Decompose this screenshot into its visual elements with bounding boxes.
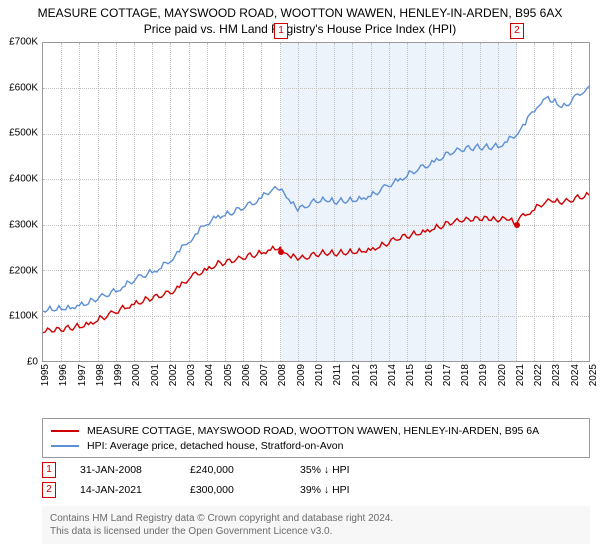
y-tick-label: £300K — [9, 219, 42, 230]
x-tick-label: 1995 — [38, 364, 51, 386]
title-main: MEASURE COTTAGE, MAYSWOOD ROAD, WOOTTON … — [0, 6, 600, 20]
x-tick-label: 2017 — [440, 364, 453, 386]
y-tick-label: £100K — [9, 311, 42, 322]
x-tick-label: 2021 — [513, 364, 526, 386]
series-hpi — [43, 86, 589, 312]
sale-price: £300,000 — [190, 484, 300, 496]
x-tick-label: 2012 — [349, 364, 362, 386]
x-tick-label: 2024 — [568, 364, 581, 386]
footer-line-1: Contains HM Land Registry data © Crown c… — [50, 512, 582, 525]
sale-index-badge: 1 — [42, 462, 56, 478]
x-tick-label: 1997 — [75, 364, 88, 386]
sale-row: 1 31-JAN-2008£240,00035% ↓ HPI — [42, 460, 590, 480]
line-canvas — [43, 43, 589, 361]
sale-marker-2 — [514, 222, 520, 228]
chart-container: MEASURE COTTAGE, MAYSWOOD ROAD, WOOTTON … — [0, 0, 600, 560]
x-tick-label: 1996 — [56, 364, 69, 386]
y-tick-label: £700K — [9, 37, 42, 48]
x-tick-label: 2008 — [275, 364, 288, 386]
legend-label: HPI: Average price, detached house, Stra… — [87, 440, 343, 452]
x-tick-label: 2005 — [221, 364, 234, 386]
x-tick-label: 2025 — [586, 364, 599, 386]
x-tick-label: 2001 — [148, 364, 161, 386]
chart-area: 12 £0£100K£200K£300K£400K£500K£600K£700K… — [42, 42, 590, 382]
series-property — [43, 193, 589, 333]
x-tick-label: 2019 — [476, 364, 489, 386]
y-tick-label: £400K — [9, 174, 42, 185]
x-tick-label: 2014 — [385, 364, 398, 386]
x-tick-label: 2018 — [458, 364, 471, 386]
sale-marker-1 — [278, 249, 284, 255]
sale-marker-box-2: 2 — [510, 23, 524, 39]
y-tick-label: £200K — [9, 265, 42, 276]
sale-date: 14-JAN-2021 — [80, 484, 190, 496]
sale-price: £240,000 — [190, 464, 300, 476]
x-tick-label: 2015 — [403, 364, 416, 386]
plot-region: 12 — [42, 42, 590, 362]
y-tick-label: £600K — [9, 82, 42, 93]
legend-row: MEASURE COTTAGE, MAYSWOOD ROAD, WOOTTON … — [51, 423, 581, 438]
x-tick-label: 2003 — [184, 364, 197, 386]
sale-row: 2 14-JAN-2021£300,00039% ↓ HPI — [42, 480, 590, 500]
x-tick-label: 2002 — [166, 364, 179, 386]
legend-row: HPI: Average price, detached house, Stra… — [51, 438, 581, 453]
footer-attribution: Contains HM Land Registry data © Crown c… — [42, 506, 590, 544]
sale-marker-box-1: 1 — [274, 23, 288, 39]
x-tick-label: 2004 — [202, 364, 215, 386]
legend: MEASURE COTTAGE, MAYSWOOD ROAD, WOOTTON … — [42, 418, 590, 458]
legend-swatch — [51, 430, 79, 432]
x-tick-label: 2000 — [129, 364, 142, 386]
sales-table: 1 31-JAN-2008£240,00035% ↓ HPI 2 14-JAN-202… — [42, 460, 590, 500]
x-tick-label: 2013 — [367, 364, 380, 386]
sale-delta: 39% ↓ HPI — [300, 484, 420, 496]
x-tick-label: 2010 — [312, 364, 325, 386]
x-tick-label: 2009 — [294, 364, 307, 386]
sale-index-badge: 2 — [42, 482, 56, 498]
x-tick-label: 2023 — [549, 364, 562, 386]
x-tick-label: 2020 — [495, 364, 508, 386]
sale-delta: 35% ↓ HPI — [300, 464, 420, 476]
x-tick-label: 2011 — [330, 364, 343, 386]
footer-line-2: This data is licensed under the Open Gov… — [50, 525, 582, 538]
y-tick-label: £500K — [9, 128, 42, 139]
x-tick-label: 2016 — [422, 364, 435, 386]
x-tick-label: 1999 — [111, 364, 124, 386]
legend-label: MEASURE COTTAGE, MAYSWOOD ROAD, WOOTTON … — [87, 425, 539, 437]
legend-swatch — [51, 445, 79, 447]
x-tick-label: 2006 — [239, 364, 252, 386]
x-tick-label: 1998 — [93, 364, 106, 386]
x-tick-label: 2007 — [257, 364, 270, 386]
sale-date: 31-JAN-2008 — [80, 464, 190, 476]
x-tick-label: 2022 — [531, 364, 544, 386]
